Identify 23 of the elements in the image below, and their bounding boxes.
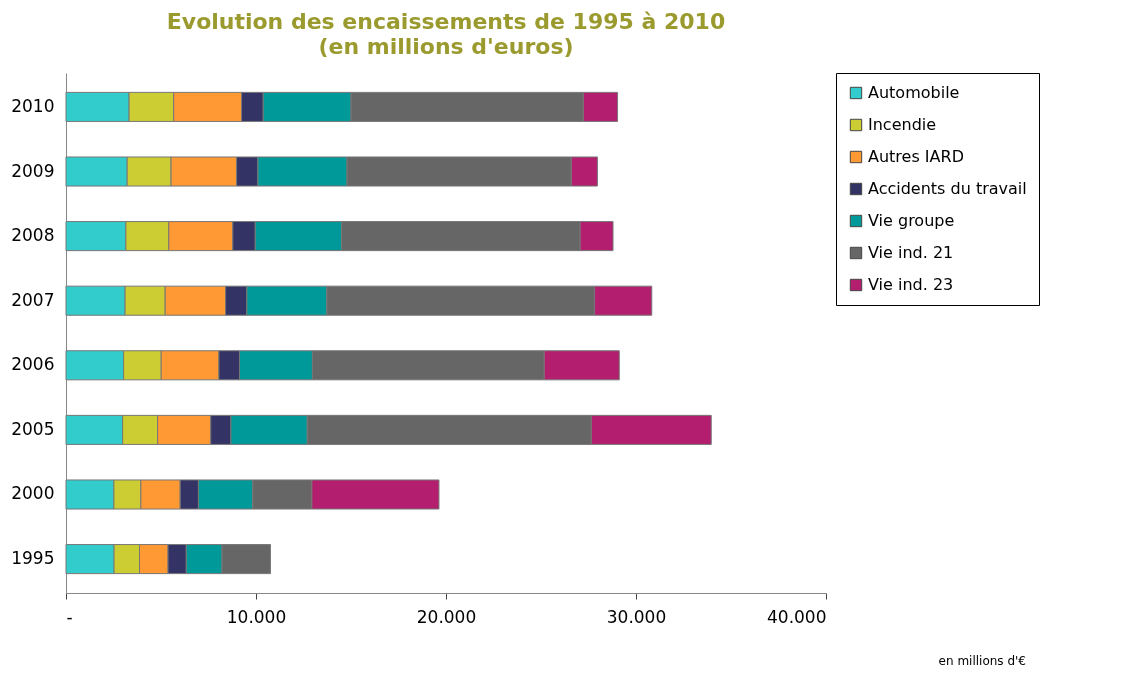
y-tick-label: 2008 <box>11 225 55 246</box>
y-tick-label: 1995 <box>11 548 55 569</box>
legend-label: Automobile <box>868 83 960 102</box>
y-tick-label: 2010 <box>11 95 55 116</box>
legend-label: Vie ind. 23 <box>868 275 954 294</box>
chart-title: Evolution des encaissements de 1995 à 2010 <box>166 8 726 34</box>
y-tick-label: 2000 <box>11 483 55 504</box>
chart-subtitle: (en millions d'euros) <box>318 33 574 59</box>
x-tick-label: 20.000 <box>416 606 477 627</box>
x-tick-label: 30.000 <box>606 606 667 627</box>
legend-label: Autres IARD <box>868 147 964 166</box>
legend-label: Accidents du travail <box>868 179 1027 198</box>
legend-label: Vie ind. 21 <box>868 243 954 262</box>
legend-label: Vie groupe <box>868 211 955 230</box>
legend-label: Incendie <box>868 115 937 134</box>
y-tick-label: 2007 <box>11 289 55 310</box>
y-tick-label: 2006 <box>11 354 55 375</box>
y-tick-label: 2009 <box>11 160 55 181</box>
x-tick-label: 40.000 <box>767 606 827 627</box>
text: en millions d'€ <box>938 654 1026 668</box>
y-tick-label: 2005 <box>11 418 55 439</box>
x-tick-label: 10.000 <box>226 606 287 627</box>
x-tick-label: - <box>66 606 73 627</box>
